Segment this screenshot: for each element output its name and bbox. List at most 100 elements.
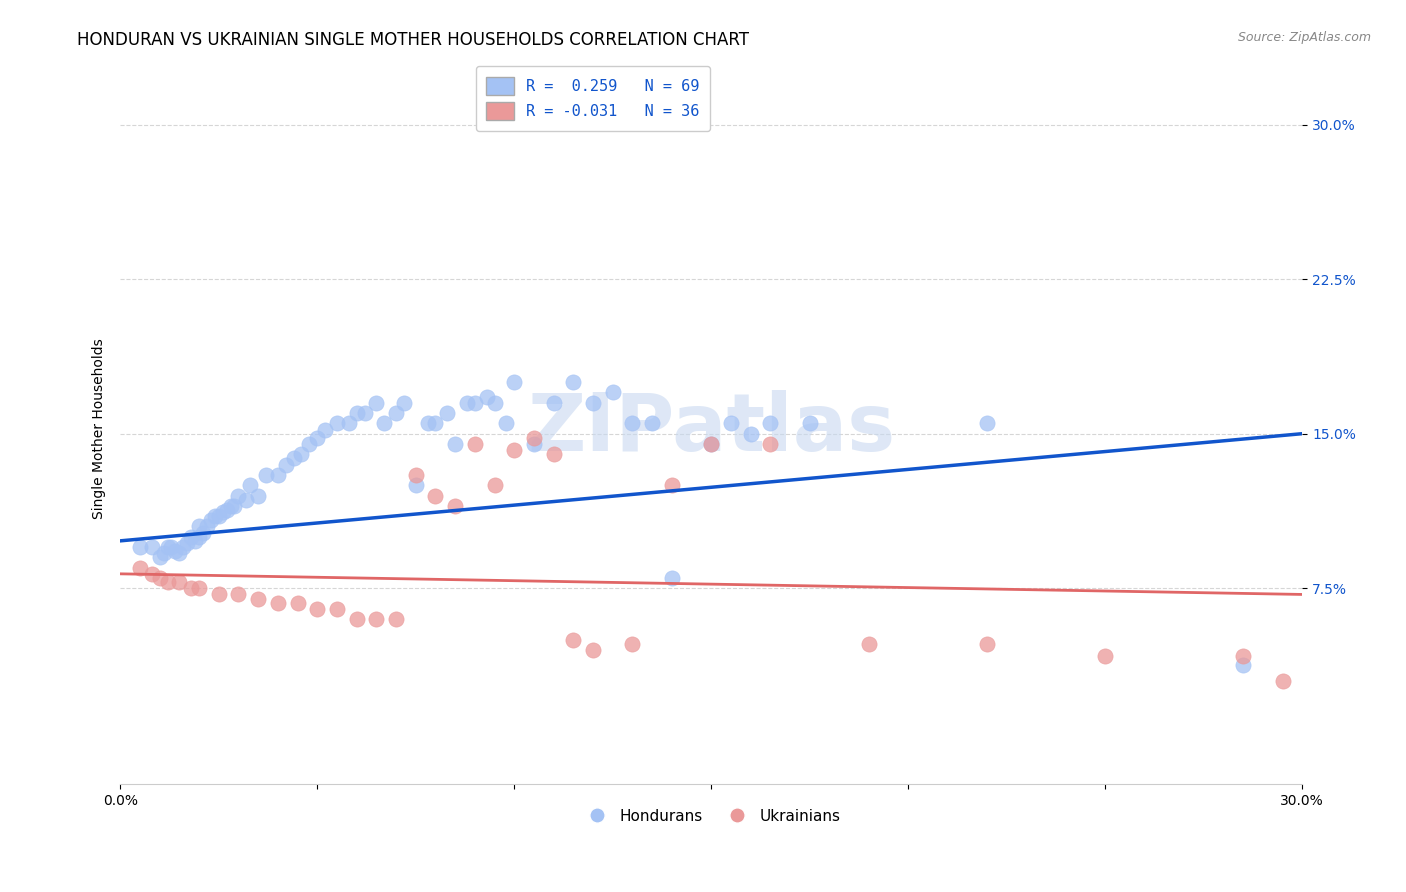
Point (523, 431, 546, 445)
Point (283, 451, 305, 466)
Point (464, 437, 486, 451)
Point (156, 575, 179, 590)
Point (385, 612, 408, 626)
Point (129, 560, 152, 574)
Point (495, 417, 517, 431)
Point (366, 396, 388, 410)
Point (385, 406, 408, 420)
Point (152, 546, 174, 560)
Point (169, 575, 191, 590)
Point (373, 417, 395, 431)
Point (247, 591, 270, 606)
Point (976, 417, 998, 431)
Point (200, 513, 222, 527)
Point (621, 417, 644, 431)
Point (326, 602, 349, 616)
Legend: Hondurans, Ukrainians: Hondurans, Ukrainians (575, 803, 846, 830)
Point (346, 406, 368, 420)
Point (562, 375, 585, 389)
Point (235, 492, 257, 507)
Point (204, 509, 226, 524)
Point (211, 505, 233, 519)
Point (149, 571, 172, 585)
Point (661, 478, 683, 492)
Point (700, 437, 723, 451)
Point (191, 525, 214, 540)
Point (543, 447, 565, 461)
Point (720, 417, 742, 431)
Point (759, 437, 782, 451)
Point (759, 417, 782, 431)
Point (346, 612, 368, 626)
Point (184, 533, 207, 548)
Point (176, 536, 198, 550)
Point (621, 637, 644, 651)
Point (602, 385, 624, 400)
Point (188, 581, 211, 595)
Point (314, 423, 336, 437)
Point (436, 406, 458, 420)
Point (475, 390, 498, 404)
Point (141, 566, 163, 581)
Point (700, 437, 723, 451)
Point (1094, 649, 1116, 664)
Point (425, 417, 447, 431)
Point (858, 637, 880, 651)
Point (195, 519, 218, 533)
Point (160, 540, 183, 554)
Point (180, 581, 202, 595)
Point (307, 431, 329, 445)
Point (172, 540, 194, 554)
Point (239, 478, 262, 492)
Point (1232, 649, 1254, 664)
Point (582, 396, 605, 410)
Point (416, 417, 439, 431)
Point (208, 587, 231, 601)
Point (456, 396, 478, 410)
Point (425, 489, 447, 503)
Point (444, 499, 467, 513)
Point (326, 417, 349, 431)
Point (298, 437, 321, 451)
Point (661, 571, 683, 585)
Point (307, 602, 329, 616)
Point (444, 437, 467, 451)
Point (503, 443, 526, 458)
Point (562, 632, 585, 647)
Point (405, 467, 427, 482)
Point (353, 406, 375, 420)
Point (337, 417, 360, 431)
Point (582, 643, 605, 657)
Point (274, 458, 297, 472)
Text: Source: ZipAtlas.com: Source: ZipAtlas.com (1237, 31, 1371, 45)
Point (287, 596, 309, 610)
Point (799, 417, 821, 431)
Point (254, 467, 277, 482)
Point (392, 396, 415, 410)
Text: ZIPatlas: ZIPatlas (527, 390, 896, 467)
Point (740, 426, 762, 441)
Y-axis label: Single Mother Households: Single Mother Households (93, 338, 107, 519)
Point (169, 546, 191, 560)
Point (141, 540, 163, 554)
Point (129, 540, 152, 554)
Point (290, 447, 312, 461)
Point (366, 612, 388, 626)
Point (228, 489, 250, 503)
Point (180, 530, 202, 544)
Point (208, 509, 231, 524)
Point (188, 530, 211, 544)
Point (405, 478, 427, 492)
Point (165, 544, 187, 558)
Point (1271, 673, 1294, 688)
Point (188, 519, 211, 533)
Point (543, 396, 565, 410)
Point (219, 499, 242, 513)
Text: HONDURAN VS UKRAINIAN SINGLE MOTHER HOUSEHOLDS CORRELATION CHART: HONDURAN VS UKRAINIAN SINGLE MOTHER HOUS… (77, 31, 749, 49)
Point (484, 478, 506, 492)
Point (464, 396, 486, 410)
Point (641, 417, 664, 431)
Point (149, 550, 172, 565)
Point (267, 596, 290, 610)
Point (503, 375, 526, 389)
